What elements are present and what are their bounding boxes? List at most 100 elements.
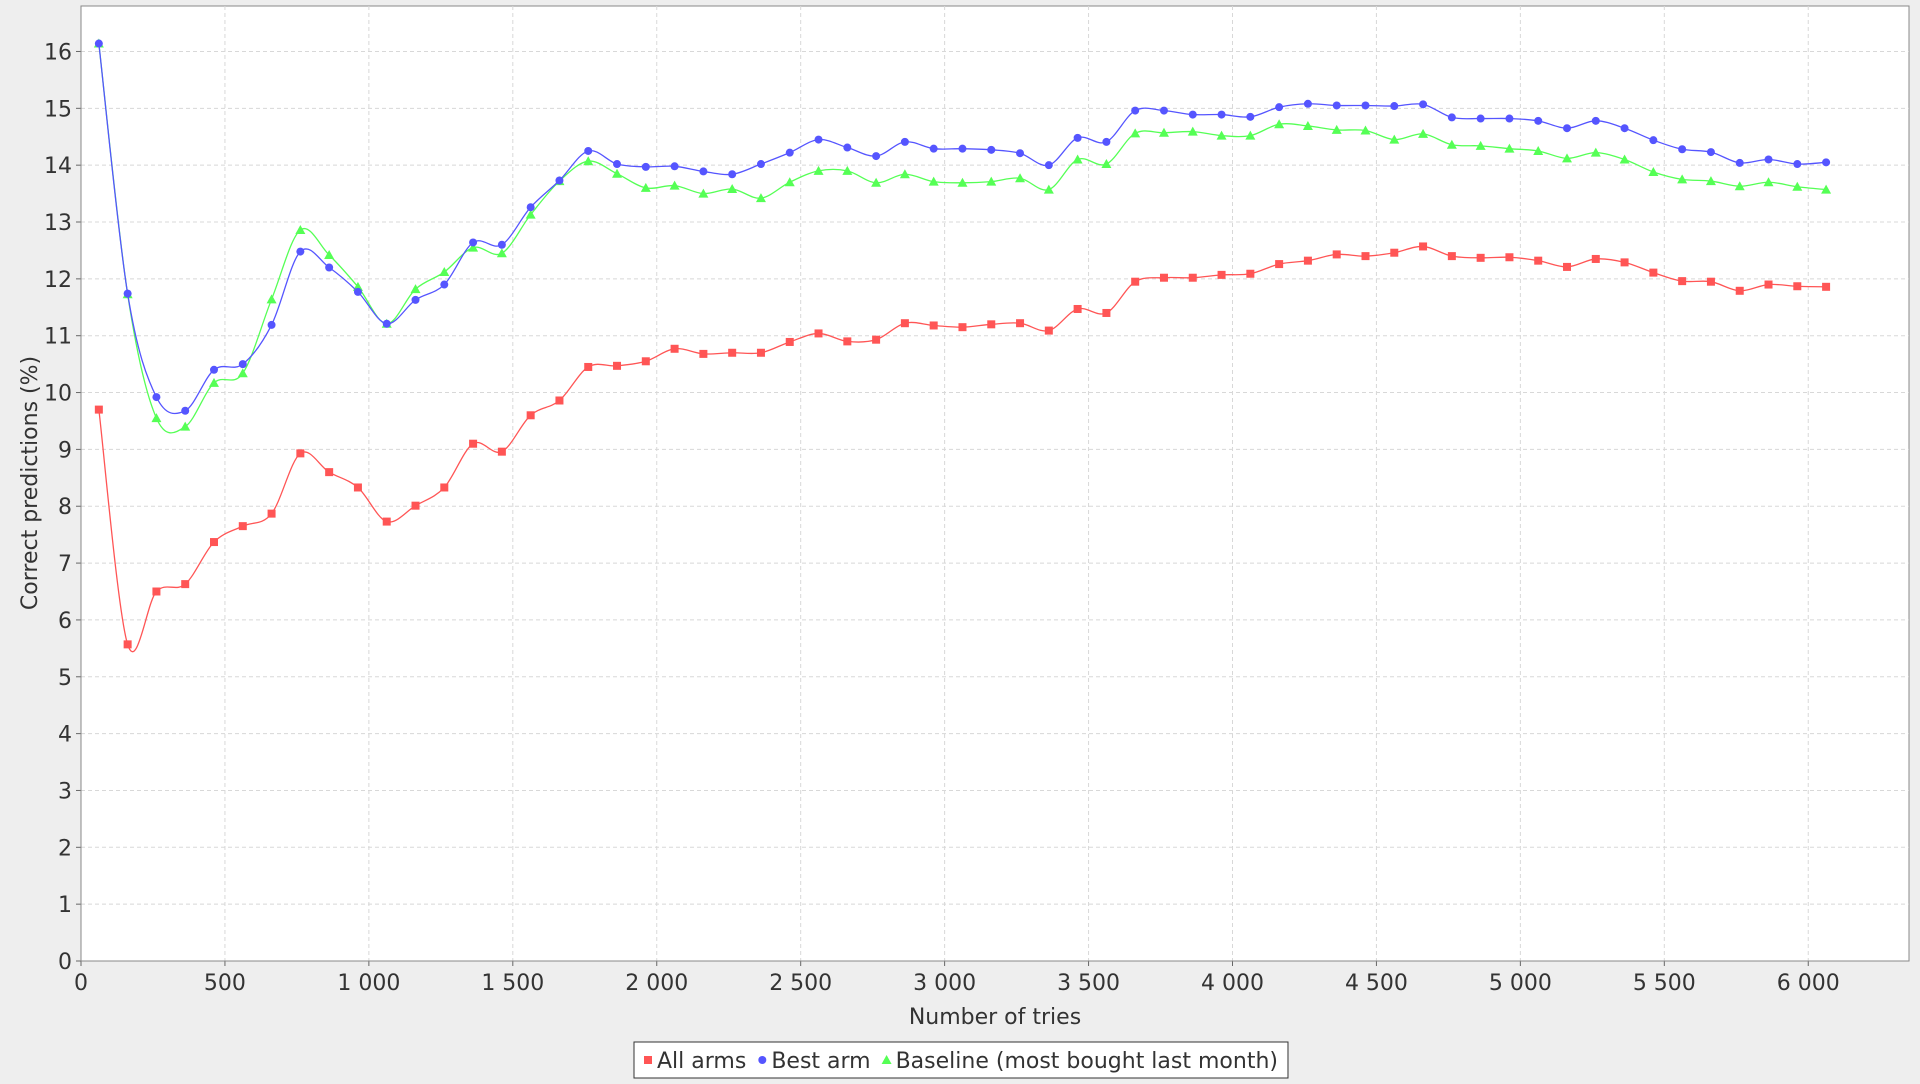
- data-point-baseline-most-bought-last-month: [1562, 153, 1573, 163]
- data-point-baseline-most-bought-last-month: [266, 294, 277, 304]
- data-point-best-arm: [1188, 110, 1197, 119]
- data-point-best-arm: [238, 360, 247, 369]
- data-point-baseline-most-bought-last-month: [1245, 130, 1256, 140]
- y-tick-label: 9: [58, 438, 72, 463]
- data-point-all-arms: [987, 320, 996, 329]
- series-group: [93, 38, 1832, 653]
- data-point-best-arm: [728, 170, 737, 179]
- y-tick-label: 6: [58, 609, 72, 634]
- data-point-all-arms: [526, 411, 535, 420]
- data-point-best-arm: [1361, 101, 1370, 110]
- data-point-baseline-most-bought-last-month: [986, 176, 997, 186]
- data-point-all-arms: [1102, 308, 1111, 317]
- data-point-all-arms: [94, 405, 103, 414]
- legend: All arms Best arm Baseline (most bought la…: [633, 1041, 1289, 1079]
- data-point-all-arms: [181, 580, 190, 589]
- x-tick-label: 5 000: [1489, 971, 1552, 996]
- data-point-baseline-most-bought-last-month: [1821, 184, 1832, 194]
- data-point-best-arm: [1447, 113, 1456, 122]
- data-point-best-arm: [152, 393, 161, 402]
- data-point-best-arm: [209, 365, 218, 374]
- data-point-all-arms: [1188, 273, 1197, 282]
- x-tick-label: 0: [74, 971, 88, 996]
- data-point-best-arm: [1620, 124, 1629, 133]
- x-tick-label: 6 000: [1777, 971, 1840, 996]
- x-tick-label: 500: [204, 971, 246, 996]
- data-point-baseline-most-bought-last-month: [352, 281, 363, 291]
- series-baseline-most-bought-last-month: [93, 38, 1832, 434]
- data-point-all-arms: [613, 361, 622, 370]
- data-point-all-arms: [1419, 242, 1428, 251]
- data-point-baseline-most-bought-last-month: [1015, 173, 1026, 183]
- data-point-baseline-most-bought-last-month: [1590, 147, 1601, 157]
- data-point-all-arms: [1016, 319, 1025, 328]
- x-tick-label: 4 500: [1345, 971, 1408, 996]
- data-point-best-arm: [1735, 158, 1744, 167]
- data-point-all-arms: [1332, 250, 1341, 259]
- data-point-best-arm: [641, 162, 650, 171]
- data-point-baseline-most-bought-last-month: [612, 168, 623, 178]
- data-point-baseline-most-bought-last-month: [928, 176, 939, 186]
- series-line-baseline-most-bought-last-month: [98, 43, 1827, 434]
- legend-marker-best-arm: [758, 1056, 767, 1064]
- data-point-all-arms: [1534, 256, 1543, 265]
- data-point-all-arms: [1275, 260, 1284, 269]
- data-point-baseline-most-bought-last-month: [1331, 124, 1342, 134]
- data-point-all-arms: [1735, 286, 1744, 295]
- data-point-baseline-most-bought-last-month: [583, 156, 594, 166]
- data-point-baseline-most-bought-last-month: [813, 165, 824, 175]
- data-point-baseline-most-bought-last-month: [1734, 181, 1745, 191]
- data-point-all-arms: [411, 501, 420, 510]
- data-point-baseline-most-bought-last-month: [525, 209, 536, 219]
- data-point-baseline-most-bought-last-month: [1705, 176, 1716, 186]
- x-tick-label: 3 500: [1057, 971, 1120, 996]
- data-point-best-arm: [1563, 124, 1572, 133]
- y-tick-label: 10: [44, 382, 72, 407]
- data-point-all-arms: [1361, 252, 1370, 261]
- data-point-all-arms: [900, 319, 909, 328]
- data-point-all-arms: [1620, 258, 1629, 267]
- data-point-all-arms: [1390, 248, 1399, 257]
- data-point-all-arms: [497, 447, 506, 456]
- legend-label-best-arm: Best arm: [771, 1049, 870, 1074]
- data-point-baseline-most-bought-last-month: [1274, 119, 1285, 129]
- data-point-baseline-most-bought-last-month: [1302, 120, 1313, 130]
- y-tick-label: 4: [58, 723, 72, 748]
- data-point-all-arms: [958, 323, 967, 332]
- y-tick-label: 5: [58, 666, 72, 691]
- grid: [80, 6, 1909, 962]
- data-point-all-arms: [1303, 256, 1312, 265]
- data-point-all-arms: [728, 348, 737, 357]
- data-point-best-arm: [1764, 155, 1773, 164]
- data-point-best-arm: [1217, 110, 1226, 119]
- data-point-best-arm: [1822, 158, 1831, 167]
- data-point-best-arm: [526, 203, 535, 212]
- x-tick-label: 1 500: [481, 971, 544, 996]
- data-point-all-arms: [1447, 252, 1456, 261]
- data-point-all-arms: [756, 348, 765, 357]
- data-point-best-arm: [353, 287, 362, 296]
- data-point-best-arm: [958, 144, 967, 153]
- data-point-all-arms: [123, 640, 132, 649]
- data-point-best-arm: [843, 143, 852, 152]
- data-point-baseline-most-bought-last-month: [237, 368, 248, 378]
- data-point-baseline-most-bought-last-month: [1619, 154, 1630, 164]
- y-tick-label: 16: [44, 40, 72, 65]
- legend-marker-all-arms: [644, 1056, 652, 1064]
- data-point-best-arm: [94, 39, 103, 48]
- data-point-baseline-most-bought-last-month: [468, 242, 479, 252]
- data-point-all-arms: [699, 349, 708, 358]
- data-point-baseline-most-bought-last-month: [669, 180, 680, 190]
- data-point-all-arms: [814, 329, 823, 338]
- data-point-all-arms: [267, 509, 276, 518]
- data-point-best-arm: [296, 247, 305, 256]
- data-point-best-arm: [785, 148, 794, 157]
- data-point-baseline-most-bought-last-month: [1389, 134, 1400, 144]
- data-point-all-arms: [1505, 253, 1514, 262]
- data-point-baseline-most-bought-last-month: [180, 421, 191, 431]
- y-tick-label: 12: [44, 268, 72, 293]
- data-point-all-arms: [440, 483, 449, 492]
- data-point-all-arms: [1044, 326, 1053, 335]
